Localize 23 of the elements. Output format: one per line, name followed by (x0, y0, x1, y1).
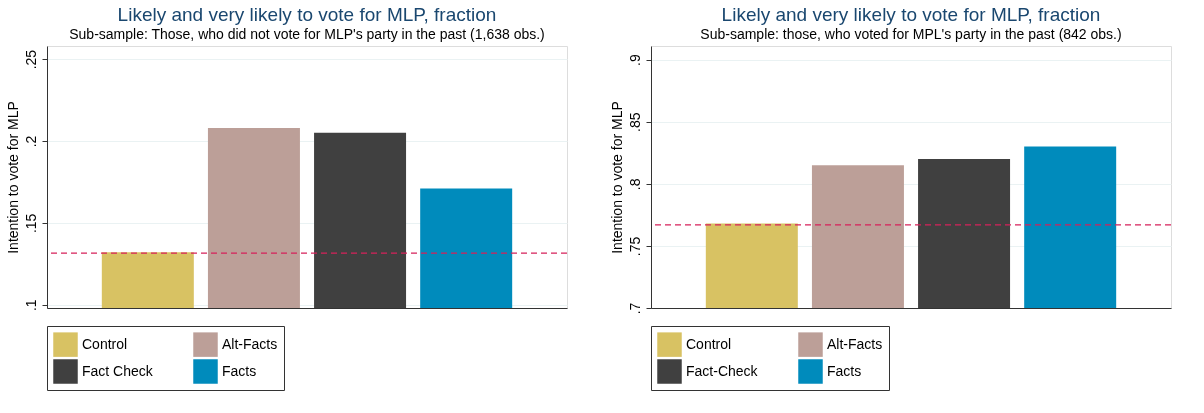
chart-title: Likely and very likely to vote for MLP, fraction (117, 4, 497, 25)
legend-label: Fact Check (82, 362, 154, 379)
y-tick-label: .9 (626, 54, 643, 66)
y-tick-label: .7 (626, 302, 643, 315)
chart-title: Likely and very likely to vote for MLP, fraction (721, 4, 1101, 25)
y-axis-title: Intention to vote for MLP (4, 101, 21, 254)
y-tick-label: .15 (22, 213, 39, 234)
y-tick-label: .8 (626, 178, 643, 191)
y-tick-label: .85 (626, 112, 643, 132)
y-tick-label: .75 (626, 236, 643, 257)
chart-subtitle: Sub-sample: Those, who did not vote for MLP's party in the past (1,638 obs.) (69, 26, 545, 42)
y-tick-label: .2 (22, 135, 39, 148)
legend-label: Facts (222, 362, 257, 379)
chart-subtitle: Sub-sample: those, who voted for MPL's party in the past (842 obs.) (700, 26, 1122, 42)
legend-label: Facts (827, 362, 862, 379)
y-tick-label: .25 (22, 49, 39, 70)
y-tick-label: .1 (22, 299, 39, 312)
legend-label: Fact-Check (686, 362, 759, 379)
legend-label: Control (82, 335, 128, 352)
legend-label: Control (686, 335, 732, 352)
y-axis-title: Intention to vote for MLP (608, 101, 625, 254)
legend-label: Alt-Facts (827, 335, 883, 352)
legend-label: Alt-Facts (222, 335, 278, 352)
